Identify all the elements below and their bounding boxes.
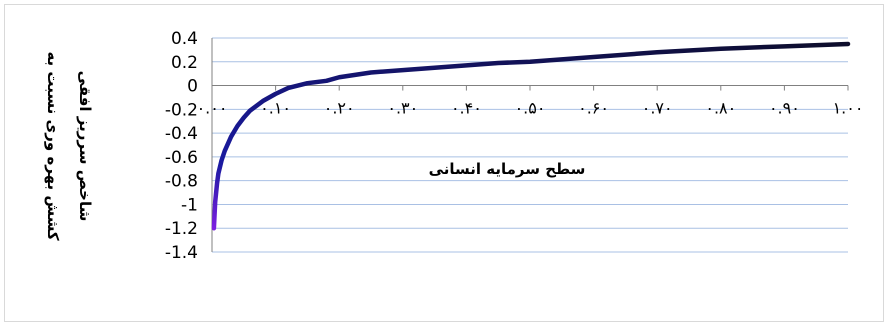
data-point: [217, 172, 220, 175]
x-axis-ticks: ۰.۰۰ ۰.۱۰ ۰.۲۰ ۰.۳۰ ۰.۴۰ ۰.۵۰ ۰.۶۰ ۰.۷۰ ۰.۸۰ ۰.۹۰…: [197, 85, 864, 118]
series: [211, 41, 851, 231]
x-axis-title: سطح سرمایه انسانی: [429, 160, 586, 178]
x-tick-label: ۰.۵۰: [515, 99, 546, 118]
x-tick-label: ۱.۰۰: [833, 99, 864, 118]
series-line-0: [211, 41, 851, 231]
chart-area: [4, 4, 884, 322]
y-tick-label: -0.4: [165, 124, 198, 144]
data-point: [242, 116, 245, 119]
data-point: [783, 45, 786, 48]
data-point: [214, 201, 217, 204]
y-axis-ticks: 0.4 0.2 0 -0.2 -0.4 -0.6 -0.8 -1 -1.2 -1.4: [165, 29, 198, 263]
y-tick-label: 0: [187, 77, 198, 97]
data-point: [465, 64, 468, 67]
data-point: [236, 124, 239, 127]
axes: [211, 38, 848, 252]
data-point: [261, 100, 264, 103]
y-tick-label: 0.4: [171, 29, 198, 49]
data-point: [249, 109, 252, 112]
data-point: [306, 82, 309, 85]
data-point: [230, 135, 233, 138]
y-tick-label: -1.4: [165, 243, 198, 263]
x-tick-label: ۰.۹۰: [769, 99, 800, 118]
y-tick-label: -0.8: [165, 172, 198, 192]
x-tick-label: ۰.۷۰: [642, 99, 673, 118]
data-point: [287, 86, 290, 89]
data-point: [719, 47, 722, 50]
data-point: [592, 56, 595, 59]
y-tick-label: -0.2: [165, 100, 198, 120]
y-tick-label: -0.6: [165, 148, 198, 168]
x-tick-label: ۰.۴۰: [451, 99, 482, 118]
data-point: [656, 51, 659, 54]
data-point: [325, 79, 328, 82]
data-point: [216, 182, 219, 185]
data-point: [433, 66, 436, 69]
x-tick-label: ۰.۶۰: [578, 99, 609, 118]
x-tick-label: ۰.۳۰: [387, 99, 418, 118]
data-point: [338, 76, 341, 79]
data-point: [212, 227, 215, 230]
data-point: [847, 42, 850, 45]
data-point: [370, 71, 373, 74]
data-point: [223, 149, 226, 152]
data-point: [220, 159, 223, 162]
y-tick-label: -1: [181, 195, 198, 215]
x-tick-label: ۰.۱۰: [260, 99, 291, 118]
x-tick-label: ۰.۸۰: [705, 99, 736, 118]
y-tick-label: -1.2: [165, 219, 198, 239]
gridlines: [212, 37, 848, 253]
y-tick-label: 0.2: [171, 53, 198, 73]
data-point: [497, 61, 500, 64]
data-point: [529, 60, 532, 63]
x-tick-label: ۰.۰۰: [197, 99, 228, 118]
y-axis-title-line-2: شاخص سرریز افقی: [76, 71, 94, 222]
data-point: [274, 92, 277, 95]
x-tick-label: ۰.۲۰: [324, 99, 355, 118]
y-axis-title-line-1: کشش بهره وری نسبت به: [44, 51, 62, 240]
data-point: [401, 69, 404, 72]
